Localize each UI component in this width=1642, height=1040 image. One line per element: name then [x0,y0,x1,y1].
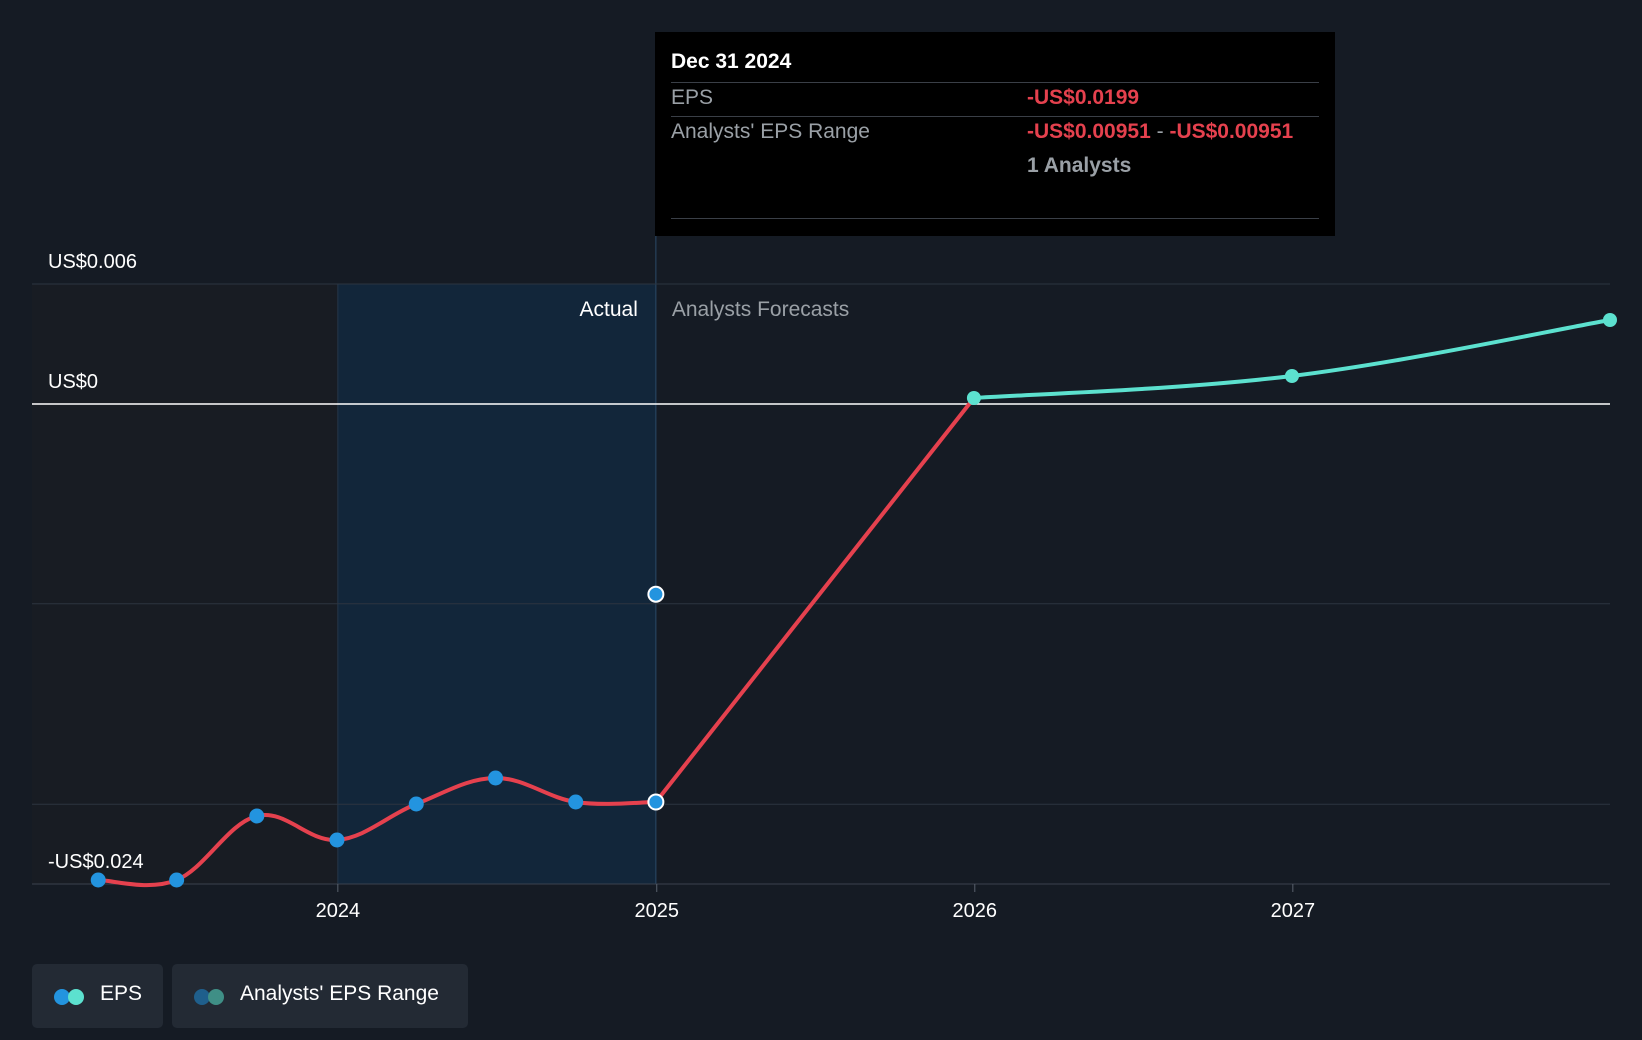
tooltip-divider [671,218,1319,219]
eps-actual-line [96,775,658,888]
tooltip-divider [671,116,1319,117]
tooltip-analysts-count: 1 Analysts [1027,154,1132,177]
tooltip-range-low: -US$0.00951 [1027,120,1151,143]
tooltip-divider [671,82,1319,83]
legend-eps-label: EPS [100,982,143,1005]
eps-actual-point [568,794,584,810]
eps-actual-point [249,808,265,824]
axes [32,883,1610,892]
tooltip-date: Dec 31 2024 [671,50,792,73]
eps-forecast-line [971,318,1612,400]
chart-background [32,236,657,884]
tooltip-eps-value: -US$0.0199 [1027,86,1140,109]
x-tick-label: 2026 [953,900,998,922]
tooltip-eps-label: EPS [671,86,714,109]
legend-analysts-range[interactable]: Analysts' EPS Range [172,964,468,1028]
tooltip-range-value: -US$0.00951 - -US$0.00951 [1027,120,1293,144]
eps-forecast-point [966,391,981,405]
actual-region-label: Actual [580,298,638,321]
legend-eps[interactable]: EPS [32,964,163,1028]
tooltip-range-separator: - [1156,120,1164,143]
y-tick-label: -US$0.024 [48,851,144,873]
points [90,313,1617,888]
eps-actual-dot-icon [54,989,70,1005]
eps-actual-point [90,872,106,888]
eps-forecast-dot-icon [68,989,84,1005]
eps-actual-point [169,872,185,888]
eps-forecast-point [1603,313,1617,327]
y-tick-label: US$0.006 [48,251,137,273]
x-tick-label: 2027 [1271,900,1316,922]
eps-actual-point [408,796,424,812]
eps-legend-icon [54,989,86,1005]
tooltip-range-label: Analysts' EPS Range [671,120,870,143]
eps-forecast-negative-line [653,396,976,804]
eps-actual-point [488,770,504,786]
range-actual-dot-icon [194,989,210,1005]
analysts-range-point [647,585,665,603]
x-tick-label: 2025 [635,900,680,922]
range-forecast-dot-icon [208,989,224,1005]
eps-actual-point [329,832,345,848]
range-legend-icon [194,989,226,1005]
tooltip-range-high: -US$0.00951 [1169,120,1294,143]
labels: US$0.006 US$0 -US$0.024 2024 2025 2026 2027 Act… [48,251,1315,922]
x-tick-label: 2024 [316,900,361,922]
past-region [32,284,338,884]
actual-region-highlight [337,284,656,884]
eps-forecast-point [1284,369,1299,383]
y-tick-label: US$0 [48,371,98,393]
forecast-region-label: Analysts Forecasts [672,298,849,321]
tooltip: Dec 31 2024 EPS -US$0.0199 Analysts' EPS… [655,32,1335,236]
grid-lines [32,283,1610,805]
eps-actual-point [647,793,665,811]
legend-range-label: Analysts' EPS Range [240,982,439,1005]
